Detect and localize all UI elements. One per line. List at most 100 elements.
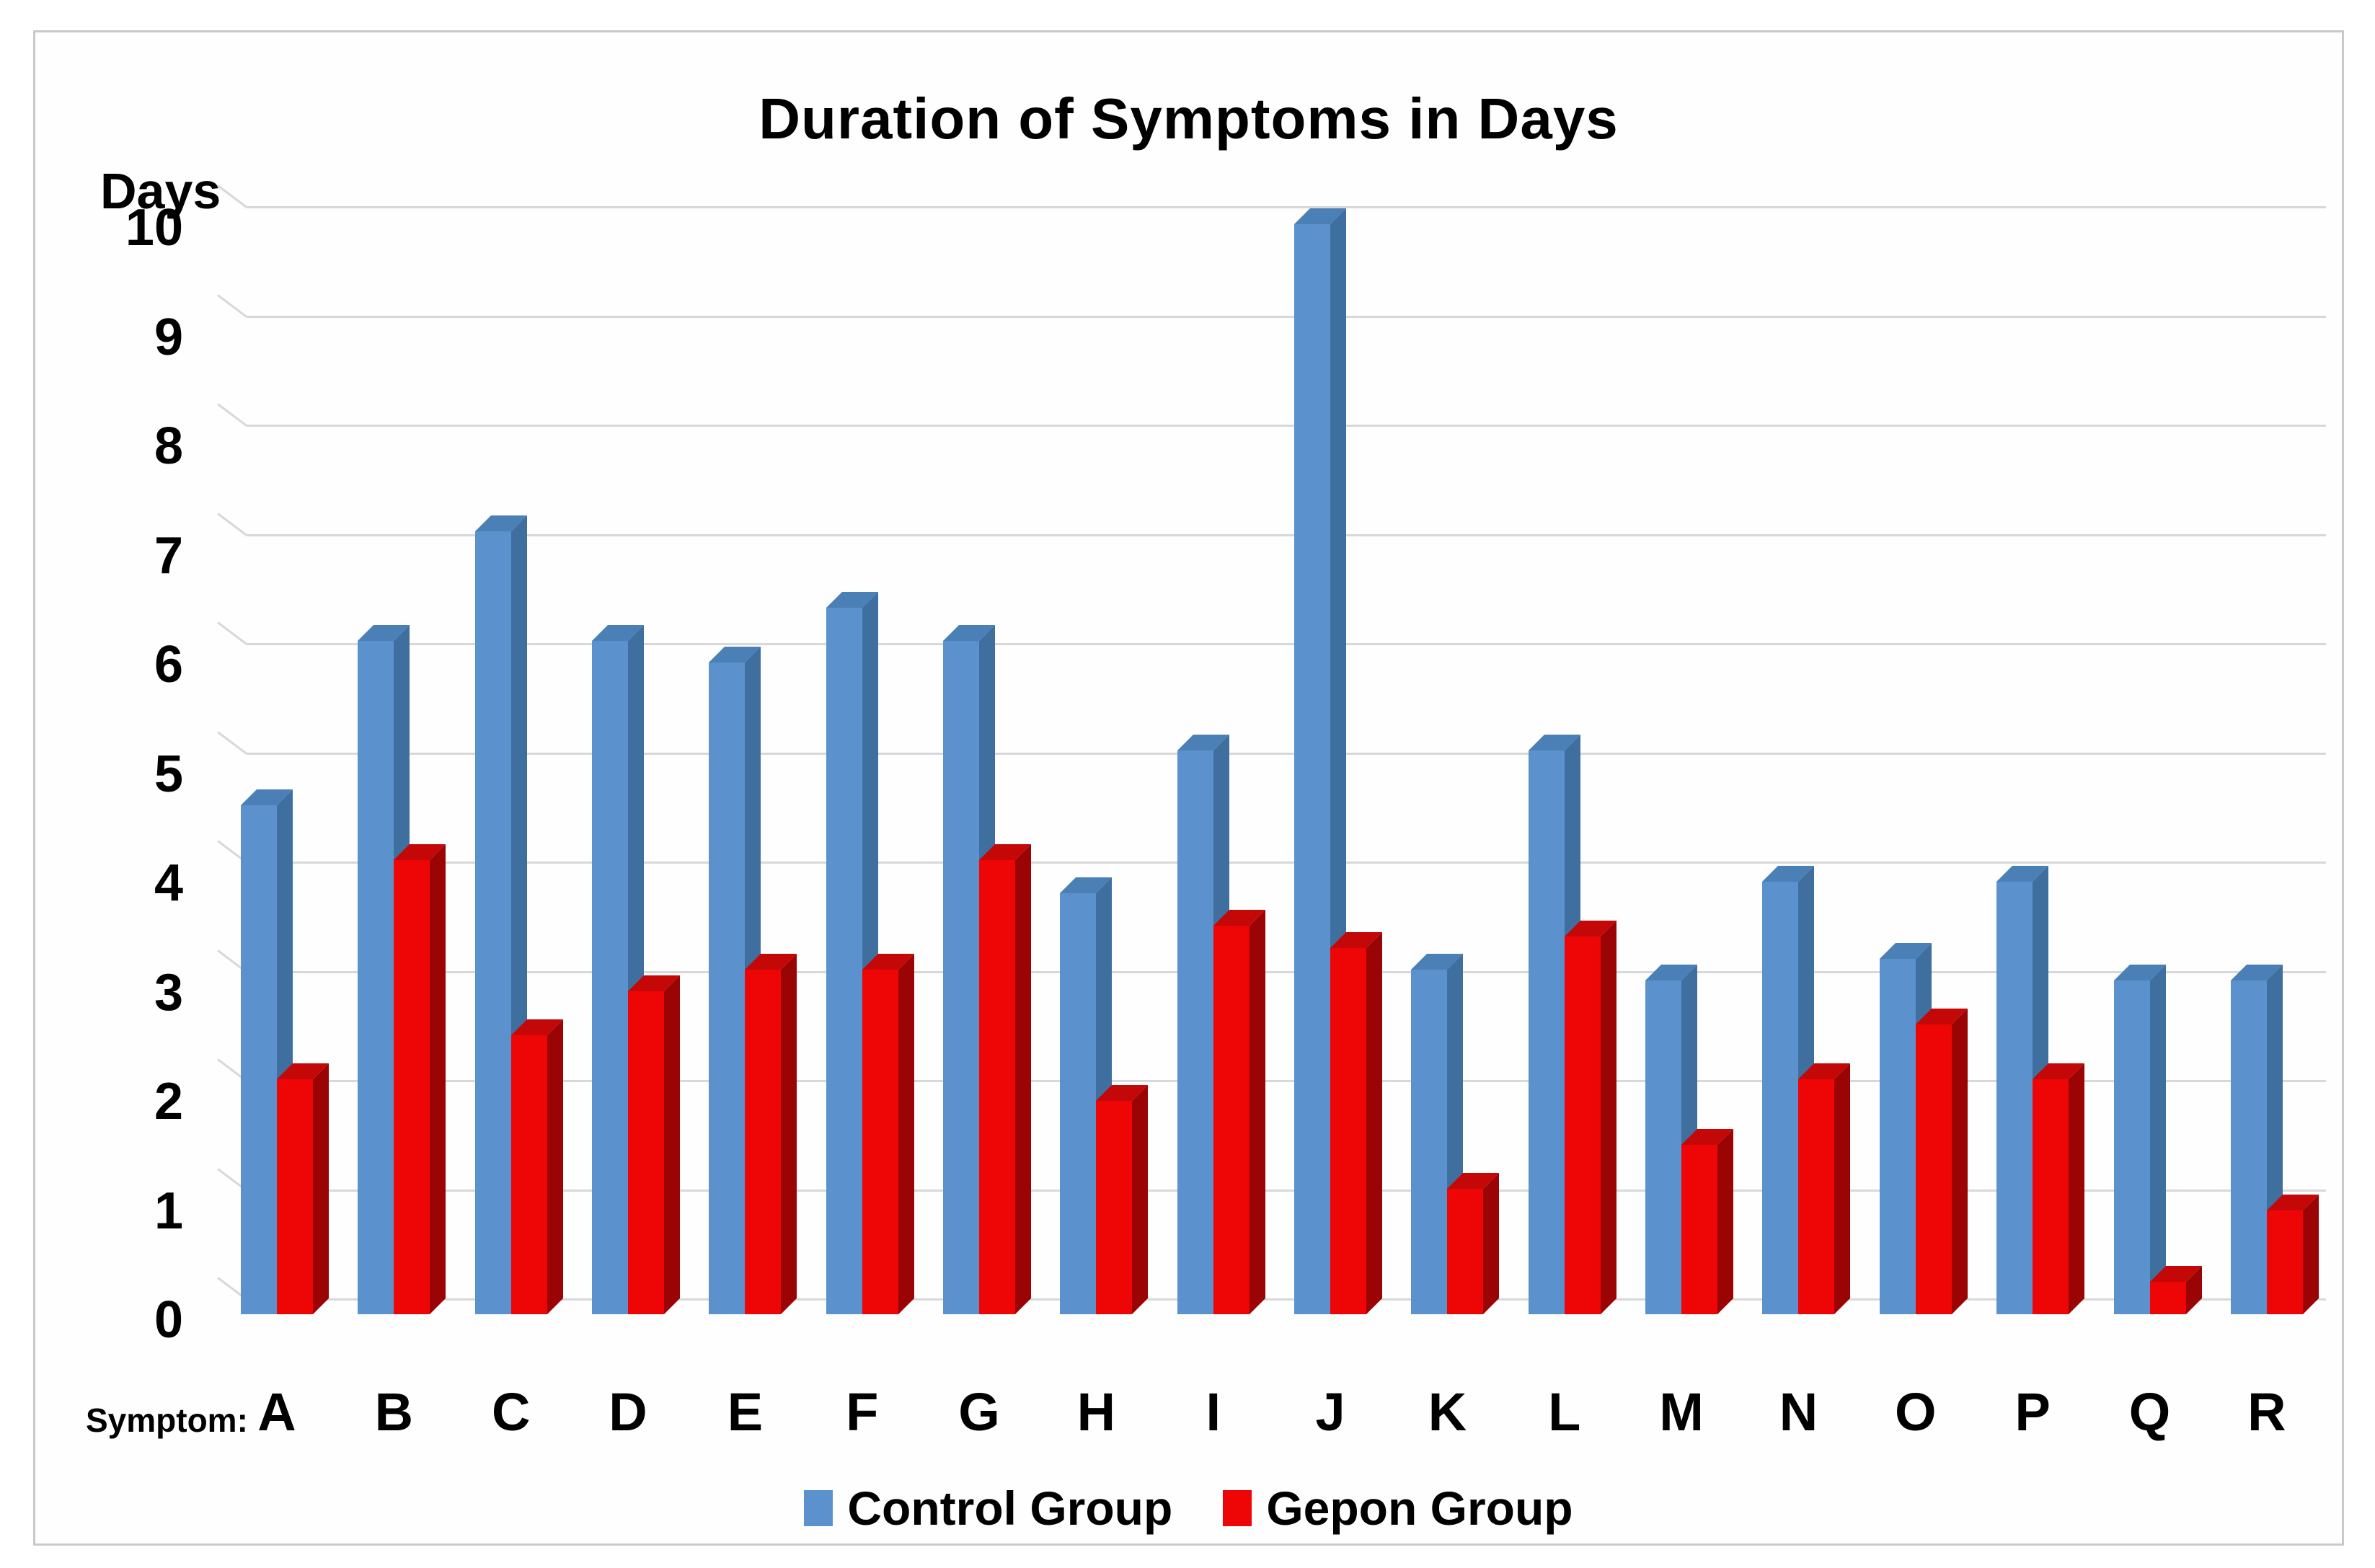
- x-axis-ticks: A B C D E F G H I J K L M N O P Q R: [241, 1382, 2303, 1443]
- x-axis-title: Symptom:: [86, 1401, 248, 1439]
- x-tick-label-P: P: [2014, 1382, 2051, 1442]
- bar-control-group-R: [2230, 980, 2267, 1314]
- bar-group-N: [1762, 882, 1835, 1314]
- gridline-8: [247, 425, 2326, 427]
- x-tick-label-D: D: [609, 1382, 647, 1442]
- bar-control-group-M: [1645, 980, 1682, 1314]
- bar-control-group-F: [826, 608, 862, 1314]
- legend: Control Group Gepon Group: [35, 1483, 2342, 1533]
- x-tick-label-L: L: [1548, 1382, 1581, 1442]
- y-tick-label-9: 9: [154, 308, 183, 366]
- bar-control-group-L: [1528, 750, 1565, 1314]
- x-tick-label-C: C: [491, 1382, 531, 1442]
- bar-gepon-group-H: [1096, 1101, 1133, 1314]
- legend-item-gepon-group: Gepon Group: [1223, 1483, 1573, 1533]
- chart-frame: Duration of Symptoms in Days Days 0 1 2 3 4 5…: [33, 30, 2344, 1546]
- y-tick-label-1: 1: [154, 1182, 183, 1240]
- bar-control-group-I: [1177, 750, 1213, 1314]
- bar-gepon-group-G: [979, 860, 1016, 1314]
- gridline-4: [247, 861, 2326, 864]
- bar-group-I: [1177, 750, 1250, 1314]
- y-axis-title: Days: [100, 163, 221, 219]
- bar-control-group-J: [1294, 224, 1331, 1314]
- bar-control-group-P: [1996, 882, 2033, 1314]
- bar-control-group-D: [592, 641, 629, 1314]
- bar-group-F: [826, 608, 898, 1314]
- y-tick-label-2: 2: [154, 1073, 183, 1130]
- x-tick-label-E: E: [727, 1382, 764, 1442]
- legend-item-control-group: Control Group: [804, 1483, 1172, 1533]
- gridline-7: [247, 533, 2326, 536]
- x-tick-label-M: M: [1659, 1382, 1704, 1442]
- bar-group-G: [943, 641, 1016, 1314]
- x-tick-label-N: N: [1779, 1382, 1818, 1442]
- chart-title: Duration of Symptoms in Days: [759, 87, 1619, 151]
- bar-group-B: [358, 641, 430, 1314]
- bar-group-J: [1294, 224, 1367, 1314]
- x-tick-label-G: G: [958, 1382, 1000, 1442]
- bar-group-O: [1879, 958, 1952, 1314]
- legend-swatch-icon: [1223, 1490, 1252, 1526]
- legend-label: Control Group: [847, 1481, 1173, 1535]
- bar-gepon-group-M: [1681, 1145, 1718, 1314]
- bar-group-H: [1060, 892, 1133, 1314]
- bar-gepon-group-R: [2266, 1210, 2303, 1314]
- bar-gepon-group-Q: [2149, 1282, 2186, 1314]
- bar-group-E: [709, 663, 782, 1314]
- legend-label: Gepon Group: [1266, 1481, 1573, 1535]
- x-tick-label-K: K: [1428, 1382, 1467, 1442]
- bar-group-M: [1645, 980, 1718, 1314]
- bar-gepon-group-J: [1330, 947, 1367, 1314]
- y-tick-label-6: 6: [154, 636, 183, 694]
- gridline-3: [247, 970, 2326, 973]
- bar-gepon-group-A: [277, 1079, 313, 1314]
- bar-group-Q: [2113, 980, 2186, 1314]
- bar-group-C: [474, 531, 547, 1314]
- bar-group-A: [241, 805, 313, 1314]
- bar-group-P: [1996, 882, 2069, 1314]
- bar-gepon-group-K: [1447, 1189, 1484, 1314]
- bar-gepon-group-N: [1798, 1079, 1835, 1314]
- bar-control-group-B: [358, 641, 394, 1314]
- bar-control-group-Q: [2113, 980, 2150, 1314]
- bar-control-group-N: [1762, 882, 1799, 1314]
- bar-gepon-group-E: [745, 970, 782, 1314]
- x-tick-label-A: A: [257, 1382, 296, 1442]
- x-tick-label-Q: Q: [2128, 1382, 2171, 1442]
- gridline-2: [247, 1080, 2326, 1082]
- x-tick-label-F: F: [846, 1382, 879, 1442]
- bar-gepon-group-B: [394, 860, 430, 1314]
- bar-control-group-A: [241, 805, 277, 1314]
- plot-area: [241, 2, 2303, 1314]
- y-tick-label-5: 5: [154, 745, 183, 803]
- bar-group-K: [1411, 970, 1484, 1314]
- x-tick-label-J: J: [1315, 1382, 1345, 1442]
- y-tick-label-4: 4: [154, 854, 183, 912]
- bar-control-group-C: [474, 531, 511, 1314]
- gridline-0: [247, 1298, 2326, 1301]
- y-tick-label-7: 7: [154, 526, 183, 585]
- bar-gepon-group-O: [1915, 1024, 1952, 1314]
- x-tick-label-O: O: [1895, 1382, 1937, 1442]
- legend-swatch-icon: [804, 1490, 833, 1526]
- x-tick-label-I: I: [1206, 1382, 1221, 1442]
- bar-gepon-group-P: [2033, 1079, 2069, 1314]
- bar-control-group-H: [1060, 892, 1097, 1314]
- bar-group-D: [592, 641, 665, 1314]
- y-tick-label-10: 10: [125, 199, 183, 257]
- y-tick-label-8: 8: [154, 417, 183, 475]
- bar-group-L: [1528, 750, 1601, 1314]
- bar-control-group-O: [1879, 958, 1916, 1314]
- bar-control-group-K: [1411, 970, 1448, 1314]
- bar-control-group-G: [943, 641, 980, 1314]
- gridline-10: [247, 206, 2326, 208]
- x-tick-label-H: H: [1076, 1382, 1116, 1442]
- gridline-5: [247, 752, 2326, 755]
- bar-gepon-group-F: [862, 970, 898, 1314]
- bar-gepon-group-L: [1564, 936, 1601, 1314]
- bar-group-R: [2230, 980, 2303, 1314]
- y-tick-label-3: 3: [154, 963, 183, 1022]
- gridline-6: [247, 643, 2326, 645]
- bar-gepon-group-C: [510, 1035, 547, 1314]
- bar-gepon-group-D: [628, 991, 665, 1314]
